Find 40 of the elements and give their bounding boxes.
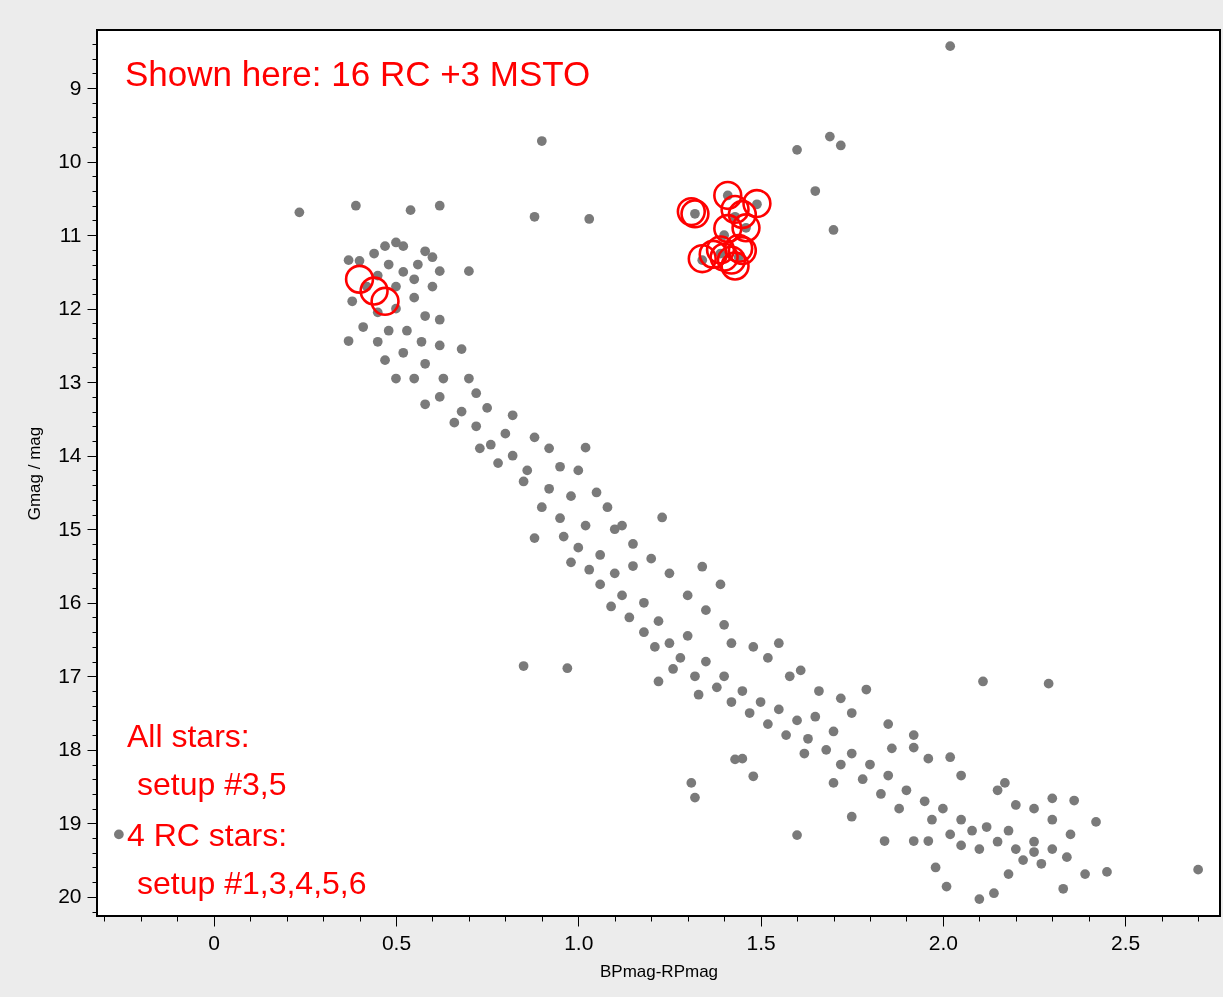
- point: [720, 251, 750, 281]
- point: [731, 213, 761, 243]
- y-tick-label: 15: [58, 516, 82, 540]
- point: [698, 239, 728, 269]
- y-tick-label: 20: [58, 884, 82, 908]
- y-tick-label: 14: [58, 443, 82, 467]
- y-tick-label: 13: [58, 369, 82, 393]
- y-axis-title: Gmag / mag: [25, 426, 45, 521]
- annotation: 4 RC stars:: [127, 817, 288, 853]
- y-tick-label: 19: [58, 810, 82, 834]
- point: [713, 180, 743, 211]
- point: [359, 276, 389, 306]
- point: [713, 213, 743, 244]
- annotation: All stars:: [127, 718, 250, 754]
- y-tick-label: 9: [69, 75, 82, 99]
- point: [687, 243, 717, 274]
- point: [370, 286, 400, 316]
- x-tick-label: 2.0: [928, 930, 958, 954]
- x-axis-title: BPmag-RPmag: [599, 961, 719, 981]
- y-tick-label: 16: [58, 590, 82, 614]
- point: [742, 188, 772, 219]
- y-tick-label: 12: [58, 296, 82, 320]
- point: [705, 235, 736, 265]
- x-tick-label: 0: [208, 930, 221, 954]
- y-tick-label: 10: [58, 149, 82, 173]
- point: [727, 199, 758, 230]
- x-tick-label: 1.0: [564, 930, 594, 954]
- y-tick-label: 18: [58, 737, 82, 761]
- point: [716, 245, 747, 275]
- point: [709, 242, 739, 272]
- x-tick-label: 1.5: [746, 930, 776, 954]
- point: [720, 194, 750, 225]
- x-tick-label: 2.5: [1111, 930, 1141, 954]
- x-tick-label: 0.5: [381, 930, 412, 954]
- y-tick-label: 11: [59, 222, 82, 246]
- y-tick-label: 17: [58, 663, 82, 687]
- annotation: setup #3,5: [137, 766, 287, 802]
- point: [344, 264, 375, 294]
- annotation: setup #1,3,4,5,6: [137, 865, 367, 901]
- annotation: Shown here: 16 RC +3 MSTO: [125, 54, 591, 93]
